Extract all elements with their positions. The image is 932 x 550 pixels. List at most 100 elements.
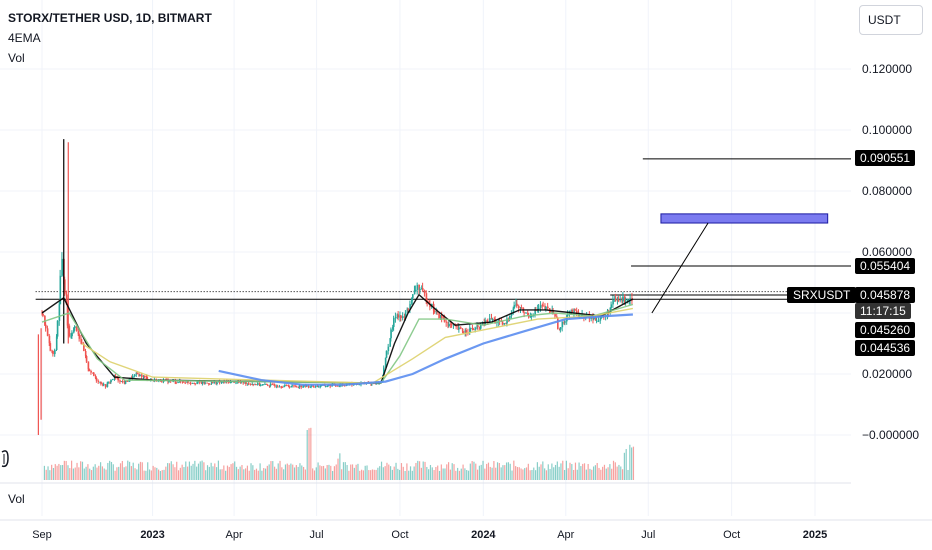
volume-bar: [554, 464, 557, 480]
volume-bar: [174, 467, 176, 480]
candle-body: [268, 385, 271, 387]
candle-body: [539, 305, 542, 308]
volume-bar: [331, 470, 334, 480]
candle-body: [271, 384, 274, 386]
candle-body: [66, 304, 69, 326]
volume-bar: [132, 462, 134, 480]
candle-body: [414, 289, 417, 291]
volume-bar: [185, 461, 187, 480]
candle-body: [83, 344, 85, 351]
candle-body: [407, 308, 410, 310]
candle-body: [112, 378, 114, 380]
candle-body: [80, 338, 82, 343]
candle-body: [84, 350, 87, 356]
volume-bar: [464, 468, 466, 480]
volume-bar: [502, 465, 504, 480]
candle-body: [387, 346, 390, 352]
volume-bar: [524, 468, 526, 480]
time-axis[interactable]: Sep 2023 Apr Jul Oct 2024 Apr Jul Oct 2025: [32, 529, 827, 541]
candle-body: [280, 386, 283, 388]
volume-bar: [342, 462, 345, 480]
volume-bar: [446, 464, 448, 480]
candle-body: [276, 386, 278, 388]
volume-bar: [350, 464, 352, 480]
candle-body: [174, 380, 177, 383]
candle-body: [210, 382, 213, 384]
time-axis-tick: 2025: [803, 529, 827, 541]
volume-bar: [214, 463, 216, 480]
candle-body: [621, 299, 623, 302]
candle-body: [206, 382, 208, 384]
candle-body: [269, 384, 272, 386]
candle-body: [409, 304, 411, 309]
candle-body: [104, 384, 107, 387]
candle-body: [235, 382, 237, 384]
volume-bar: [326, 465, 328, 480]
volume-bar: [609, 464, 611, 480]
candle-body: [483, 322, 486, 326]
volume-bar: [527, 463, 529, 480]
volume-bar: [544, 468, 546, 480]
candle-body: [193, 382, 196, 384]
candle-body: [335, 385, 337, 387]
candle-body: [203, 381, 206, 384]
candle-body: [305, 385, 307, 387]
candle-body: [77, 330, 80, 335]
volume-bar: [119, 463, 122, 480]
time-axis-tick: 2024: [471, 529, 496, 541]
volume-bar: [310, 427, 312, 480]
crosshair-tool-icon[interactable]: [1, 450, 9, 468]
currency-selector-button[interactable]: USDT: [859, 5, 923, 35]
candle-body: [302, 386, 304, 388]
candle-body: [477, 325, 479, 327]
candle-body: [255, 384, 257, 386]
volume-bar: [614, 462, 616, 480]
candle-body: [119, 380, 121, 382]
volume-bar: [138, 463, 140, 480]
price-axis[interactable]: 0.120000 0.100000 0.080000 0.060000 0.020000…: [862, 62, 919, 442]
candle-body: [300, 385, 303, 388]
volume-bar: [623, 452, 625, 480]
volume-bar: [540, 464, 542, 480]
volume-bar: [257, 470, 259, 480]
indicator-volume-label[interactable]: Vol: [8, 51, 25, 65]
candle-body: [552, 310, 555, 315]
candle-body: [561, 321, 564, 328]
candle-body: [610, 304, 613, 308]
projection-line: [651, 222, 709, 314]
candle-body: [56, 320, 59, 337]
candle-body: [135, 373, 138, 375]
volume-bar: [428, 469, 430, 480]
volume-bar: [395, 462, 397, 480]
volume-bar: [602, 466, 604, 480]
volume-bar: [371, 469, 374, 480]
candle-body: [278, 386, 281, 388]
candle-body: [97, 380, 100, 383]
candle-body: [338, 385, 341, 387]
indicator-ema-label[interactable]: 4EMA: [8, 31, 41, 45]
volume-bar: [116, 467, 118, 480]
candle-body: [266, 383, 268, 385]
candle-body: [563, 321, 565, 323]
volume-bar: [136, 469, 138, 480]
volume-bar: [366, 465, 368, 480]
volume-bar: [538, 466, 540, 480]
candle-body: [216, 382, 218, 384]
candle-body: [283, 385, 285, 388]
volume-bar: [217, 460, 220, 480]
volume-bar: [83, 468, 85, 480]
volume-bar: [272, 461, 274, 480]
price-axis-tick: 0.020000: [862, 367, 912, 381]
candle-body: [110, 379, 112, 383]
volume-bar: [507, 462, 509, 480]
candle-body: [262, 384, 265, 386]
volume-bar: [297, 466, 299, 480]
volume-bar: [330, 465, 332, 480]
candle-body: [383, 367, 385, 375]
candle-body: [55, 336, 58, 351]
candle-body: [247, 383, 249, 385]
candle-body: [441, 315, 443, 319]
volume-bar: [360, 469, 363, 480]
candle-body: [133, 374, 136, 377]
